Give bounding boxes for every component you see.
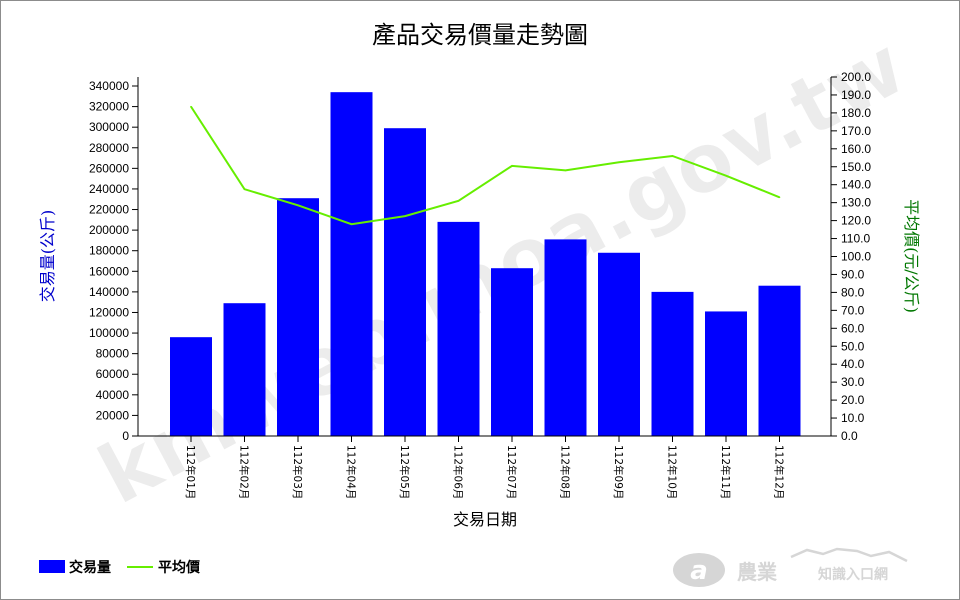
y-right-tick-label: 70.0 xyxy=(841,303,865,317)
y-right-tick-label: 160.0 xyxy=(841,142,871,156)
x-tick-label: 112年08月 xyxy=(559,445,572,499)
y-axis-left-label: 交易量(公斤) xyxy=(38,210,57,303)
y-left-tick-label: 0 xyxy=(122,429,129,443)
y-left-tick-label: 320000 xyxy=(89,100,129,114)
svg-text:a: a xyxy=(690,556,708,586)
avg-price-point xyxy=(671,155,674,157)
x-tick-label: 112年07月 xyxy=(505,445,518,499)
y-right-tick-label: 150.0 xyxy=(841,160,871,174)
avg-price-point xyxy=(243,188,246,190)
y-left-tick-label: 340000 xyxy=(89,79,129,93)
bar xyxy=(491,268,533,436)
legend-line-label: 平均價 xyxy=(158,559,201,576)
bar xyxy=(651,291,694,436)
y-left-tick-label: 140000 xyxy=(89,285,129,299)
chart-title: 產品交易價量走勢圖 xyxy=(372,21,588,49)
x-tick-label: 112年11月 xyxy=(719,445,732,499)
y-right-tick-label: 180.0 xyxy=(841,106,871,120)
y-left-tick-label: 260000 xyxy=(89,161,129,175)
x-tick-label: 112年02月 xyxy=(238,445,251,499)
bars-layer xyxy=(170,92,801,437)
bar xyxy=(705,311,747,436)
y-left-tick-label: 200000 xyxy=(89,223,129,237)
avg-price-point xyxy=(190,105,192,108)
y-right-tick-label: 50.0 xyxy=(841,339,865,353)
avg-price-line xyxy=(190,106,780,226)
y-right-tick-label: 80.0 xyxy=(841,285,865,299)
y-left-tick-label: 40000 xyxy=(96,388,130,402)
avg-price-point xyxy=(457,200,460,202)
y-right-tick-label: 110.0 xyxy=(841,232,870,246)
y-right-tick-label: 10.0 xyxy=(841,411,865,425)
bar xyxy=(437,221,480,436)
y-right-tick-label: 90.0 xyxy=(841,267,865,281)
x-tick-label: 112年09月 xyxy=(612,445,625,499)
bar xyxy=(384,128,426,436)
bar xyxy=(223,303,266,436)
avg-price-point xyxy=(404,215,406,217)
bar xyxy=(544,239,587,436)
avg-price-point xyxy=(350,223,353,225)
y-right-tick-label: 140.0 xyxy=(841,178,871,192)
y-left-tick-label: 80000 xyxy=(96,347,130,361)
legend: 交易量 平均價 xyxy=(39,559,201,576)
avg-price-point xyxy=(564,169,567,172)
logo-main-text: 農業 xyxy=(737,560,778,584)
x-tick-label: 112年05月 xyxy=(398,445,411,499)
y-right-tick-label: 190.0 xyxy=(841,88,871,102)
avg-price-point xyxy=(618,161,620,164)
x-axis-label: 交易日期 xyxy=(453,510,517,529)
x-tick-label: 112年12月 xyxy=(773,445,786,499)
y-right-tick-label: 120.0 xyxy=(841,214,871,228)
site-logo: a 農業 知識入口網 xyxy=(673,547,908,587)
y-left-tick-label: 180000 xyxy=(89,244,129,258)
bar xyxy=(170,337,212,436)
y-left-tick-label: 100000 xyxy=(89,326,129,340)
avg-price-point xyxy=(511,165,513,167)
y-right-tick-label: 100.0 xyxy=(841,250,871,264)
y-right-tick-label: 20.0 xyxy=(841,393,865,407)
bar xyxy=(758,285,801,436)
avg-price-point xyxy=(297,204,299,207)
x-tick-label: 112年03月 xyxy=(291,445,304,499)
x-tick-label: 112年01月 xyxy=(184,445,197,499)
avg-price-point xyxy=(725,174,727,177)
y-axis-right-label: 平均價(元/公斤) xyxy=(902,199,921,313)
y-right-tick-label: 130.0 xyxy=(841,196,871,210)
y-right-tick-label: 40.0 xyxy=(841,357,865,371)
y-right-tick-label: 30.0 xyxy=(841,375,865,389)
y-left-tick-label: 220000 xyxy=(89,203,129,217)
y-left-tick-label: 60000 xyxy=(96,367,130,381)
y-left-tick-label: 300000 xyxy=(89,120,129,134)
x-tick-label: 112年10月 xyxy=(666,445,679,499)
legend-bar-label: 交易量 xyxy=(69,559,111,576)
y-left-tick-label: 120000 xyxy=(89,305,129,319)
x-tick-label: 112年06月 xyxy=(452,445,465,499)
bar xyxy=(598,252,640,436)
bar xyxy=(330,92,373,437)
legend-bar-swatch xyxy=(39,560,65,573)
y-left-tick-label: 240000 xyxy=(89,182,129,196)
y-right-tick-label: 60.0 xyxy=(841,321,865,335)
avg-price-point xyxy=(778,196,781,199)
y-left-tick-label: 160000 xyxy=(89,264,129,278)
bar xyxy=(277,198,319,436)
y-right-tick-label: 170.0 xyxy=(841,124,871,138)
logo-sub-text: 知識入口網 xyxy=(818,566,888,583)
line-layer xyxy=(190,105,781,226)
axes-layer: 0 20000 40000 60000 80000 100000 120000 140000 1… xyxy=(89,70,871,499)
y-right-tick-label: 0.0 xyxy=(841,429,858,443)
y-left-tick-label: 20000 xyxy=(96,408,130,422)
x-tick-label: 112年04月 xyxy=(345,445,358,499)
y-right-tick-label: 200.0 xyxy=(841,70,871,84)
y-left-tick-label: 280000 xyxy=(89,141,129,155)
